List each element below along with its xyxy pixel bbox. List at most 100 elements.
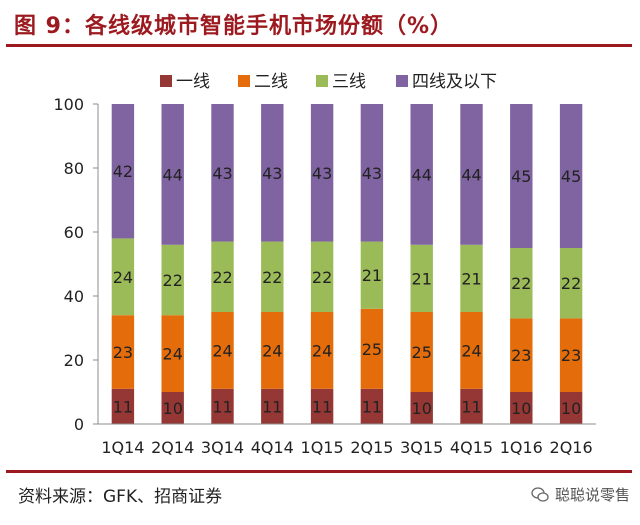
data-label: 24 [312,341,332,360]
data-label: 43 [212,164,232,183]
bar-segment [111,238,135,316]
x-tick-label: 3Q15 [400,438,443,457]
data-label: 22 [511,274,531,293]
data-label: 23 [113,343,133,362]
bar-segment [111,315,135,389]
x-tick-label: 2Q14 [151,438,194,457]
data-label: 11 [212,397,232,416]
data-label: 25 [412,343,432,362]
data-label: 44 [163,165,183,184]
bar-segment [161,315,184,392]
bar-segment [310,241,334,312]
bar-segment [510,392,533,424]
y-tick-label: 40 [64,287,84,306]
bar-segment [559,248,583,319]
x-tick-label: 2Q15 [350,438,393,457]
legend-label-1: 一线 [176,72,210,92]
bar-segment [211,312,234,389]
data-label: 44 [461,165,481,184]
bar-segment [559,318,583,392]
legend-label-2: 二线 [254,72,288,92]
data-label: 10 [561,399,581,418]
data-label: 22 [262,268,282,287]
legend-label-4: 四线及以下 [412,72,497,92]
bar-segment [261,312,284,389]
data-label: 25 [362,340,382,359]
x-tick-label: 1Q16 [500,438,543,457]
bar-segment [460,104,483,245]
bar-segment [161,104,184,245]
data-label: 43 [262,164,282,183]
figure-title: 图 9：各线级城市智能手机市场份额（%） [14,14,454,39]
legend-swatch-3 [316,75,328,87]
y-tick-label: 60 [64,223,84,242]
legend-swatch-1 [160,75,172,87]
x-tick-label: 1Q15 [301,438,344,457]
data-label: 24 [163,345,183,364]
data-label: 23 [561,346,581,365]
bar-segment [410,312,433,392]
bar-segment [161,392,184,424]
y-tick-label: 80 [64,159,84,178]
data-label: 11 [113,397,133,416]
bar-segment [559,392,583,424]
data-label: 21 [412,269,432,288]
data-label: 21 [461,269,481,288]
bar-segment [360,388,384,424]
data-label: 10 [163,399,183,418]
data-label: 22 [312,268,332,287]
bar-segment [510,104,533,248]
footer-rule [6,470,632,473]
y-tick-label: 100 [53,95,84,114]
bar-segment [510,248,533,319]
data-label: 22 [212,268,232,287]
bar-segment [211,241,234,312]
data-label: 23 [511,346,531,365]
data-label: 45 [511,167,531,186]
legend-swatch-4 [396,75,408,87]
bar-segment [211,104,234,242]
legend-swatch-2 [238,75,250,87]
bar-segment [410,244,433,312]
bar-segment [460,312,483,389]
data-label: 43 [312,164,332,183]
bar-segment [410,392,433,424]
x-tick-label: 2Q16 [550,438,593,457]
x-tick-label: 3Q14 [201,438,244,457]
bar-segment [310,388,334,424]
bar-segment [310,104,334,242]
bar-segment [111,104,135,239]
data-label: 11 [262,397,282,416]
data-label: 24 [461,341,481,360]
bar-segment [261,104,284,242]
bars: 11 23 24 42 10 24 22 44 11 24 22 43 11 24 22 43 11 24 22 43… [111,104,583,424]
data-label: 22 [561,274,581,293]
x-tick-label: 4Q14 [251,438,294,457]
x-tick-label: 4Q15 [450,438,493,457]
bar-segment [211,388,234,424]
stacked-bar-chart: 一线 二线 三线 四线及以下 0 20 40 60 80 100 11 23 24 42 10 24 22 4… [53,72,596,457]
bar-segment [360,104,384,242]
bar-segment [261,241,284,312]
data-label: 10 [511,399,531,418]
bar-segment [559,104,583,248]
legend: 一线 二线 三线 四线及以下 [160,72,497,92]
y-tick-label: 0 [74,415,84,434]
y-axis: 0 20 40 60 80 100 [53,95,99,434]
data-label: 11 [362,397,382,416]
data-label: 44 [412,165,432,184]
legend-label-3: 三线 [332,72,366,92]
y-tick-label: 20 [64,351,84,370]
data-label: 24 [113,268,133,287]
bar-segment [510,318,533,392]
bar-segment [410,104,433,245]
data-label: 10 [412,399,432,418]
data-label: 24 [262,341,282,360]
data-label: 24 [212,341,232,360]
data-label: 22 [163,271,183,290]
x-tick-label: 1Q14 [101,438,144,457]
data-label: 21 [362,266,382,285]
data-label: 43 [362,164,382,183]
source-note: 资料来源：GFK、招商证券 [18,487,223,507]
watermark: 聪聪说零售 [531,484,630,505]
